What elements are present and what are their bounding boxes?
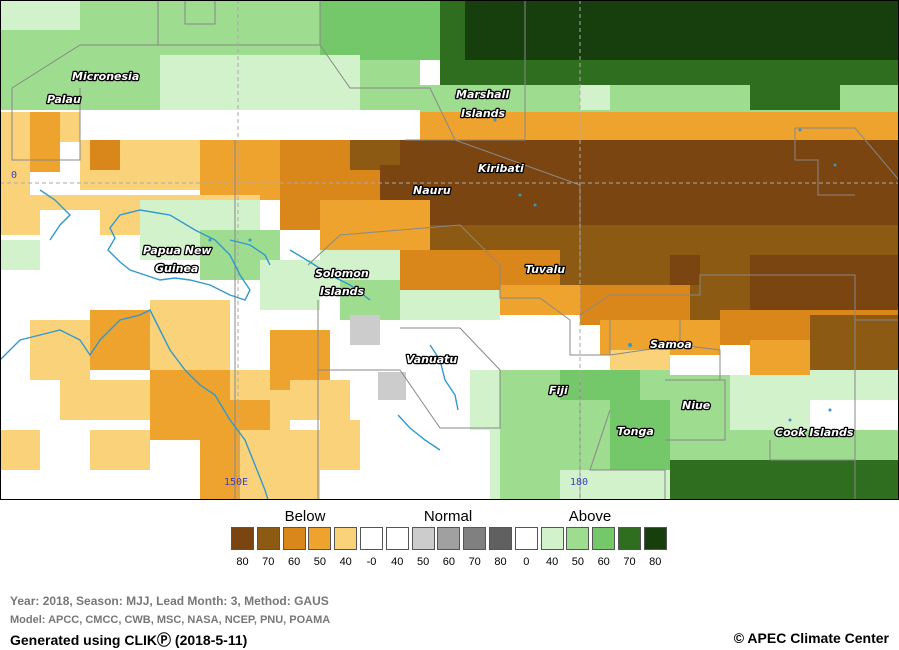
legend-tick: 60 — [287, 556, 301, 568]
forecast-map: 0 150E 180 Micronesia Palau Marshall Isl… — [0, 0, 899, 500]
australia-coast — [0, 309, 269, 500]
label-vanuatu: Vanuatu — [406, 353, 457, 366]
sulawesi-coast — [39, 189, 71, 241]
label-niue: Niue — [682, 399, 711, 412]
label-solomon-2: Islands — [320, 285, 365, 298]
label-micronesia: Micronesia — [72, 70, 139, 83]
generated-credit: Generated using CLIKⓅ (2018-5-11) — [10, 632, 248, 648]
legend-tick: 40 — [391, 556, 404, 568]
small-islands — [208, 94, 837, 432]
coastlines — [0, 189, 459, 500]
legend-swatch — [231, 527, 254, 550]
vanuatu-coast — [429, 344, 459, 411]
legend-below-header: Below — [284, 508, 326, 525]
legend-swatch — [308, 527, 332, 550]
legend-swatch — [643, 527, 667, 550]
shading-layer — [0, 0, 899, 500]
legend-swatch — [592, 527, 616, 550]
label-png-1: Papua New — [143, 244, 212, 257]
lat-0-label: 0 — [11, 170, 17, 181]
legend-tick: 80 — [236, 556, 249, 568]
legend-tick: 50 — [571, 556, 585, 568]
label-solomon-1: Solomon — [315, 267, 369, 280]
label-fiji: Fiji — [549, 384, 568, 397]
legend-tick: 70 — [468, 556, 481, 568]
label-marshall-1: Marshall — [456, 88, 509, 101]
new-caledonia-coast — [397, 414, 441, 451]
legend-tick: 70 — [623, 556, 636, 568]
legend-tick: 50 — [313, 556, 327, 568]
legend-tick: 40 — [339, 556, 352, 568]
label-marshall-2: Islands — [461, 107, 506, 120]
legend-swatch — [540, 527, 564, 550]
label-png-2: Guinea — [155, 262, 198, 275]
legend-tick: -0 — [366, 556, 377, 568]
legend-tick: 80 — [494, 556, 507, 568]
legend-swatch — [463, 527, 487, 550]
legend-swatch — [618, 527, 641, 550]
legend-tick: 40 — [545, 556, 559, 568]
label-kiribati: Kiribati — [478, 162, 524, 175]
solomon-coast — [289, 249, 371, 301]
legend-swatch — [360, 527, 383, 550]
legend-swatch — [489, 527, 512, 550]
legend-swatch — [334, 527, 358, 550]
legend-tick: 50 — [416, 556, 430, 568]
model-info: Model: APCC, CMCC, CWB, MSC, NASA, NCEP,… — [10, 614, 331, 626]
grid-lines — [0, 0, 899, 500]
legend-swatch — [566, 527, 590, 550]
legend-swatch — [282, 527, 306, 550]
legend-tick: 70 — [262, 556, 275, 568]
forecast-info: Year: 2018, Season: MJJ, Lead Month: 3, … — [10, 594, 329, 608]
new-guinea-coast — [107, 209, 251, 301]
label-cook-islands: Cook Islands — [775, 426, 854, 439]
legend-tick: 60 — [442, 556, 456, 568]
legend-swatch — [256, 527, 280, 550]
legend-tick: 0 — [523, 556, 530, 568]
legend-tick: 60 — [597, 556, 610, 568]
boundary-lines — [11, 0, 899, 500]
copyright-notice: © APEC Climate Center — [733, 630, 889, 646]
lon-180-label: 180 — [570, 477, 588, 488]
legend-swatch — [514, 527, 538, 550]
bismarck-coast — [229, 239, 271, 266]
legend-tick: 80 — [649, 556, 662, 568]
label-palau: Palau — [47, 93, 81, 106]
legend-swatch — [437, 527, 461, 550]
label-tonga: Tonga — [617, 425, 654, 438]
legend-above-header: Above — [568, 508, 612, 525]
legend-swatch — [385, 527, 409, 550]
label-nauru: Nauru — [413, 184, 451, 197]
color-legend: Below Normal Above 80 70 60 50 40 -0 40 50 60 70 8… — [0, 505, 899, 575]
legend-normal-header: Normal — [423, 508, 473, 525]
label-samoa: Samoa — [650, 338, 692, 351]
legend-swatch — [411, 527, 435, 550]
lon-150e-label: 150E — [224, 477, 248, 488]
label-tuvalu: Tuvalu — [525, 263, 565, 276]
